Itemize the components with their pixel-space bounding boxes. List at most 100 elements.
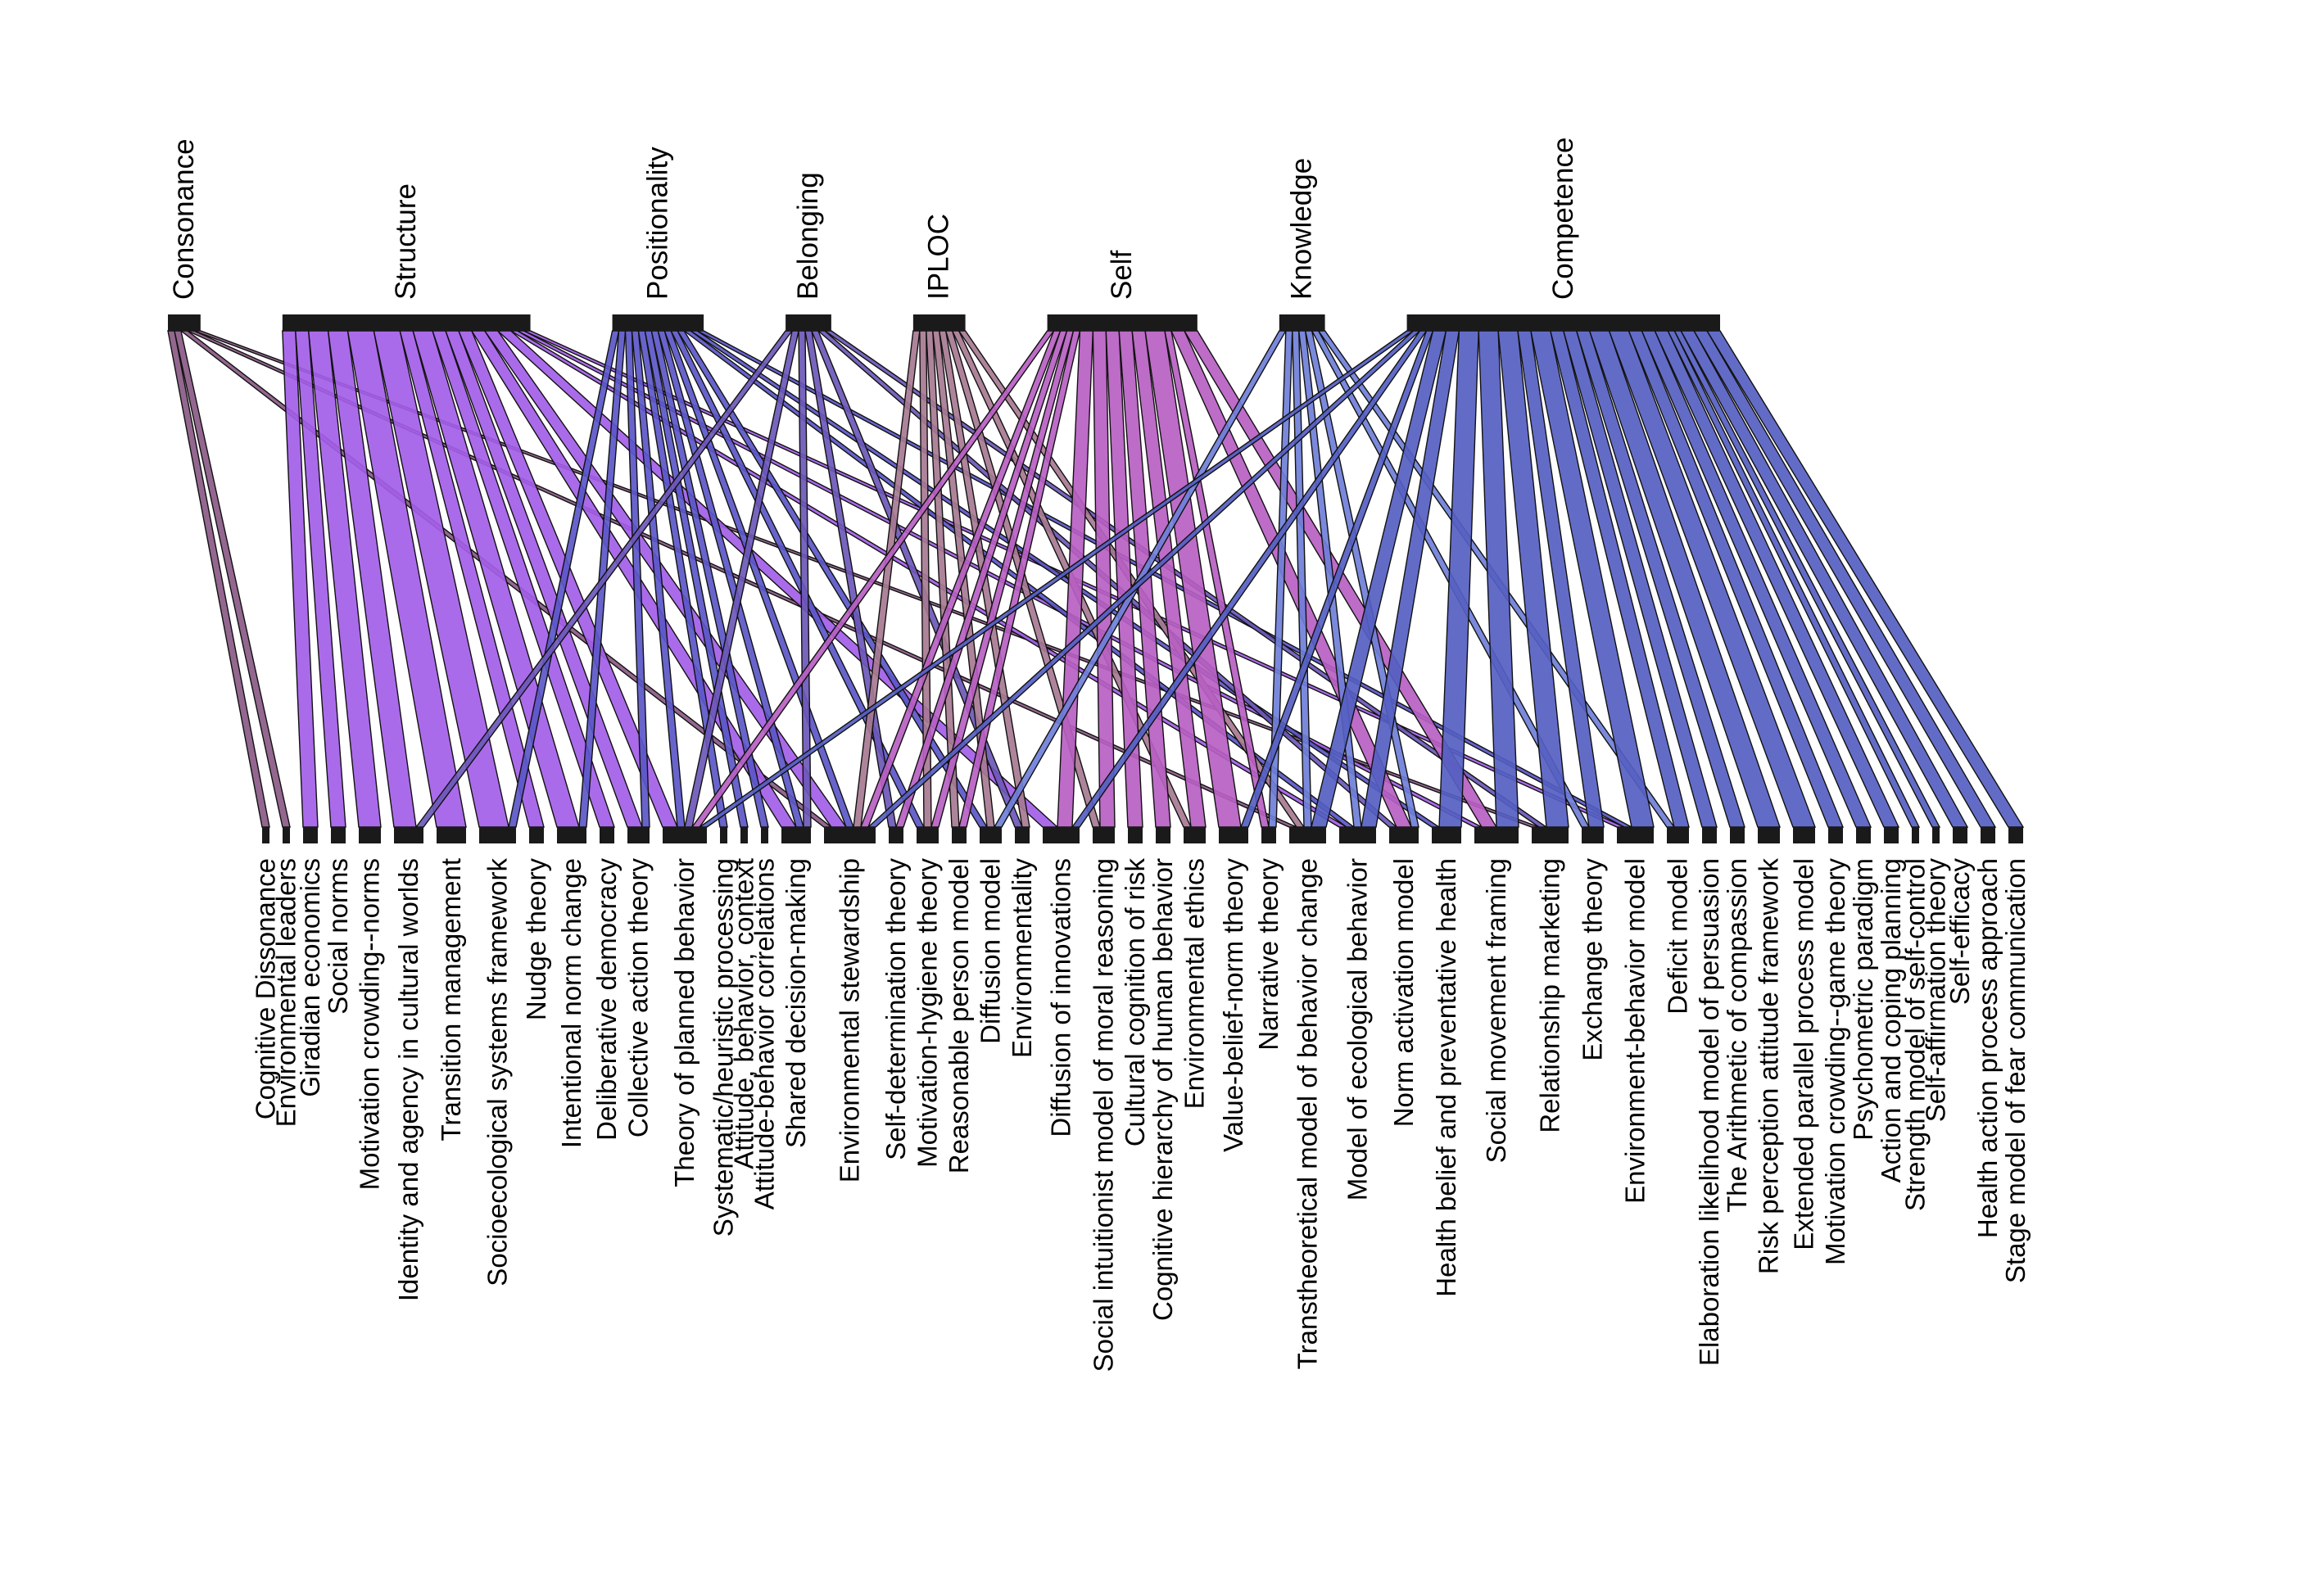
bottom-node-attitude-behavior-correlations — [761, 827, 768, 843]
bottom-label-cognitive-hierarchy-of-human-behavior: Cognitive hierarchy of human behavior — [1148, 858, 1178, 1321]
bottom-node-motivation-crowding-game-theory — [1828, 827, 1843, 843]
bottom-label-elaboration-likelihood-model-of-persuasion: Elaboration likelihood model of persuasi… — [1694, 858, 1724, 1366]
bottom-node-model-of-ecological-behavior — [1339, 827, 1376, 843]
top-node-consonance — [168, 314, 201, 331]
top-label-iploc: IPLOC — [923, 214, 955, 300]
bottom-label-stage-model-of-fear-communication: Stage model of fear communication — [2000, 858, 2031, 1283]
bottom-node-cultural-cognition-of-risk — [1128, 827, 1143, 843]
bottom-node-strength-model-of-self-control — [1912, 827, 1919, 843]
bottom-node-transition-management — [437, 827, 466, 843]
link-consonance-to-cognitive-dissonance — [167, 330, 270, 828]
top-node-iploc — [912, 314, 966, 331]
bottom-node-motivation-crowding-norms — [359, 827, 381, 843]
bottom-node-norm-activation-model — [1389, 827, 1419, 843]
top-node-positionality — [612, 314, 704, 331]
bottom-nodes-layer — [262, 827, 2023, 843]
bottom-node-diffusion-model — [980, 827, 1002, 843]
bottom-label-environmental-leaders: Environmental leaders — [271, 858, 301, 1127]
links-layer — [167, 330, 2025, 828]
bottom-label-diffusion-of-innovations: Diffusion of innovations — [1046, 858, 1076, 1137]
top-node-knowledge — [1279, 314, 1325, 331]
bottom-node-nudge-theory — [529, 827, 544, 843]
bottom-label-social-intuitionist-model-of-moral-reasoning: Social intuitionist model of moral reaso… — [1089, 858, 1119, 1372]
bottom-label-cultural-cognition-of-risk: Cultural cognition of risk — [1120, 858, 1150, 1147]
bottom-node-environment-behavior-model — [1617, 827, 1654, 843]
top-label-competence: Competence — [1547, 138, 1579, 300]
bottom-label-psychometric-paradigm: Psychometric paradigm — [1848, 858, 1878, 1141]
top-node-belonging — [786, 314, 831, 331]
bottom-label-motivation-crowding-norms: Motivation crowding--norms — [355, 858, 385, 1190]
bottom-node-deliberative-democracy — [600, 827, 614, 843]
bottom-label-health-action-process-approach: Health action process approach — [1972, 858, 2003, 1238]
bottom-node-theory-of-planned-behavior — [663, 827, 707, 843]
bottom-node-reasonable-person-model — [952, 827, 967, 843]
bottom-label-self-affirmation-theory: Self-affirmation theory — [1921, 858, 1951, 1123]
bottom-label-narrative-theory: Narrative theory — [1253, 858, 1284, 1051]
bottom-label-reasonable-person-model: Reasonable person model — [944, 858, 974, 1173]
bottom-label-nudge-theory: Nudge theory — [521, 858, 551, 1021]
bottom-node-environmentality — [1015, 827, 1030, 843]
top-label-structure: Structure — [390, 183, 422, 300]
bottom-label-transition-management: Transition management — [436, 858, 466, 1141]
bottom-label-transtheoretical-model-of-behavior-change: Transtheoretical model of behavior chang… — [1293, 858, 1323, 1369]
bottom-label-cognitive-dissonance: Cognitive Dissonance — [251, 858, 281, 1119]
bottom-label-norm-activation-model: Norm activation model — [1388, 858, 1419, 1127]
bottom-node-relationship-marketing — [1532, 827, 1569, 843]
bottom-label-motivation-hygiene-theory: Motivation-hygiene theory — [912, 858, 943, 1168]
bottom-label-relationship-marketing: Relationship marketing — [1535, 858, 1565, 1133]
top-label-knowledge: Knowledge — [1286, 158, 1318, 300]
bottom-node-giradian-economics — [303, 827, 318, 843]
bottom-node-self-affirmation-theory — [1932, 827, 1940, 843]
bottom-label-environmental-stewardship: Environmental stewardship — [835, 858, 865, 1182]
top-node-self — [1047, 314, 1198, 331]
bottom-label-exchange-theory: Exchange theory — [1578, 858, 1608, 1061]
bottom-label-socioecological-systems-framework: Socioecological systems framework — [482, 858, 513, 1286]
top-node-competence — [1406, 314, 1720, 331]
bottom-label-collective-action-theory: Collective action theory — [623, 858, 654, 1138]
top-nodes-layer — [168, 314, 1720, 331]
bottom-node-health-belief-and-preventative-health — [1432, 827, 1461, 843]
bottom-label-identity-and-agency-in-cultural-worlds: Identity and agency in cultural worlds — [393, 858, 423, 1301]
bottom-node-identity-and-agency-in-cultural-worlds — [394, 827, 423, 843]
bottom-node-attitude-behavior-context — [740, 827, 748, 843]
bottom-node-social-intuitionist-model-of-moral-reasoning — [1093, 827, 1115, 843]
bottom-label-motivation-crowding-game-theory: Motivation crowding--game theory — [1820, 858, 1850, 1266]
bottom-node-stage-model-of-fear-communication — [2008, 827, 2023, 843]
bottom-node-the-arithmetic-of-compassion — [1730, 827, 1745, 843]
bottom-node-shared-decision-making — [781, 827, 811, 843]
bottom-node-extended-parallel-process-model — [1793, 827, 1815, 843]
link-consonance-to-environmental-leaders — [174, 330, 291, 828]
bottom-node-social-movement-framing — [1474, 827, 1519, 843]
bottom-node-risk-perception-attitude-framework — [1758, 827, 1780, 843]
bottom-label-attitude-behavior-correlations: Attitude-behavior correlations — [749, 858, 780, 1209]
bottom-node-deficit-model — [1667, 827, 1689, 843]
bottom-label-value-belief-norm-theory: Value-belief-norm theory — [1218, 858, 1248, 1152]
bottom-node-cognitive-dissonance — [262, 827, 269, 843]
bottom-label-social-norms: Social norms — [323, 858, 353, 1015]
bottom-label-self-determination-theory: Self-determination theory — [881, 858, 911, 1160]
bottom-node-environmental-ethics — [1184, 827, 1206, 843]
bottom-node-transtheoretical-model-of-behavior-change — [1289, 827, 1326, 843]
bottom-label-theory-of-planned-behavior: Theory of planned behavior — [669, 858, 700, 1187]
bottom-node-health-action-process-approach — [1981, 827, 1995, 843]
bottom-label-shared-decision-making: Shared decision-making — [781, 858, 811, 1148]
bottom-label-environmentality: Environmentality — [1007, 858, 1037, 1058]
bottom-node-self-determination-theory — [889, 827, 903, 843]
bottom-node-environmental-leaders — [283, 827, 290, 843]
bottom-label-strength-model-of-self-control: Strength model of self-control — [1900, 858, 1931, 1211]
bottom-node-social-norms — [331, 827, 346, 843]
bottom-node-psychometric-paradigm — [1856, 827, 1871, 843]
bottom-label-environment-behavior-model: Environment-behavior model — [1620, 858, 1650, 1204]
bottom-node-socioecological-systems-framework — [479, 827, 516, 843]
bottom-label-deliberative-democracy: Deliberative democracy — [591, 858, 622, 1141]
bottom-node-intentional-norm-change — [557, 827, 586, 843]
bottom-node-systematic-heuristic-processing — [720, 827, 727, 843]
bottom-node-narrative-theory — [1261, 827, 1276, 843]
bottom-label-systematic-heuristic-processing: Systematic/heuristic processing — [709, 858, 739, 1237]
bottom-label-giradian-economics: Giradian economics — [295, 858, 325, 1097]
bottom-label-social-movement-framing: Social movement framing — [1481, 858, 1511, 1163]
top-label-consonance: Consonance — [168, 138, 200, 300]
bottom-label-action-and-coping-planning: Action and coping planning — [1876, 858, 1906, 1182]
